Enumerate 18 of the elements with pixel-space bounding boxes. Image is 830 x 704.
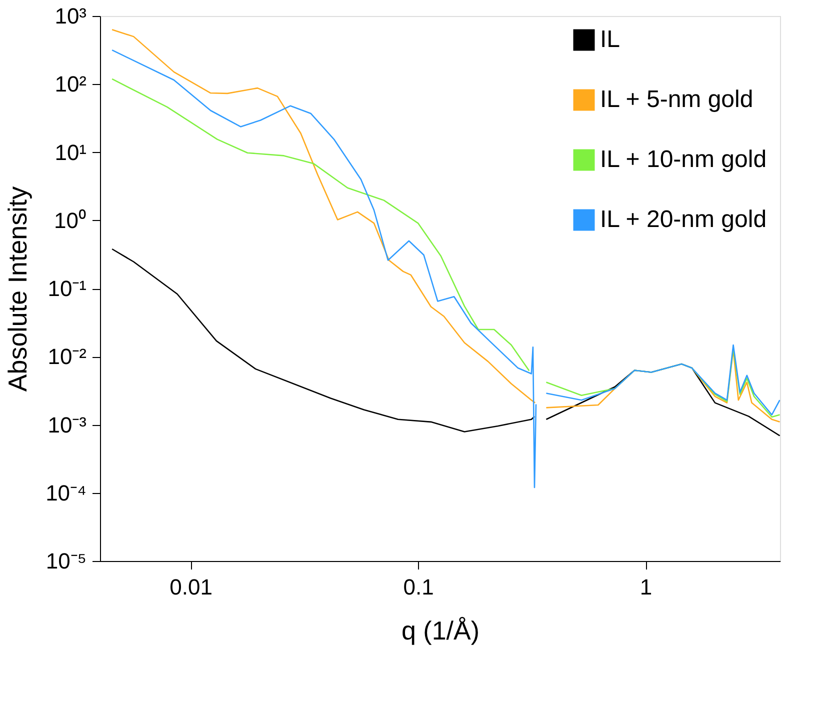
y-tick-label: 10¹	[54, 140, 86, 165]
y-axis-title: Absolute Intensity	[2, 186, 33, 392]
legend-label: IL	[600, 26, 620, 53]
y-tick-label: 10²	[54, 72, 86, 97]
y-tick-label: 10³	[54, 4, 86, 28]
y-tick-label: 10⁻¹	[48, 276, 86, 301]
legend-label: IL + 10-nm gold	[600, 146, 767, 173]
x-tick-label: 0.01	[170, 574, 212, 600]
legend-label: IL + 5-nm gold	[600, 86, 754, 113]
y-tick-label: 10⁻²	[48, 344, 86, 370]
y-tick-label: 10⁻³	[48, 412, 86, 438]
y-tick-label: 10⁻⁴	[46, 480, 86, 506]
x-axis-title: q (1/Å)	[401, 616, 480, 646]
y-tick-label: 10⁻⁵	[46, 548, 86, 574]
x-tick-label: 0.1	[403, 574, 434, 600]
x-tick-label: 1	[640, 574, 652, 600]
y-tick-label: 10⁰	[54, 208, 86, 233]
legend-label: IL + 20-nm gold	[600, 206, 767, 233]
